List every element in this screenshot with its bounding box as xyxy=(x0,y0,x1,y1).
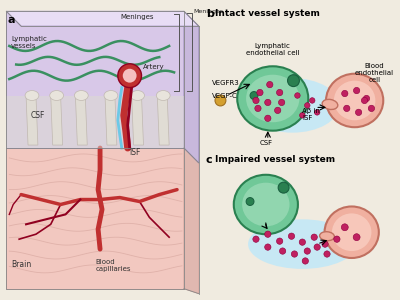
Circle shape xyxy=(300,112,305,118)
Ellipse shape xyxy=(246,75,299,122)
Ellipse shape xyxy=(74,91,88,100)
Circle shape xyxy=(265,244,271,250)
Polygon shape xyxy=(75,95,87,145)
Text: Blood
endothelial
cell: Blood endothelial cell xyxy=(355,63,394,83)
Circle shape xyxy=(353,234,360,241)
Text: Lymphatic
endothelial cell: Lymphatic endothelial cell xyxy=(246,43,300,56)
Polygon shape xyxy=(105,95,117,145)
Polygon shape xyxy=(26,95,38,145)
Circle shape xyxy=(246,198,254,206)
Circle shape xyxy=(265,115,271,122)
Ellipse shape xyxy=(242,183,290,226)
Ellipse shape xyxy=(237,66,308,131)
Text: ISF: ISF xyxy=(130,148,141,157)
Text: Brain: Brain xyxy=(11,260,32,269)
Circle shape xyxy=(276,238,283,244)
Ellipse shape xyxy=(248,219,357,269)
Text: CSF: CSF xyxy=(259,140,272,146)
Text: CSF: CSF xyxy=(31,111,45,120)
Circle shape xyxy=(334,236,340,242)
Circle shape xyxy=(288,233,295,239)
Circle shape xyxy=(278,99,285,106)
Circle shape xyxy=(265,99,271,106)
Circle shape xyxy=(295,93,300,98)
Circle shape xyxy=(368,105,374,112)
Polygon shape xyxy=(6,11,199,26)
Circle shape xyxy=(304,103,310,108)
Ellipse shape xyxy=(25,91,39,100)
Polygon shape xyxy=(51,95,62,145)
Circle shape xyxy=(299,239,306,245)
Text: Lymphatic
vessels: Lymphatic vessels xyxy=(11,36,47,49)
Ellipse shape xyxy=(332,213,372,251)
Text: a: a xyxy=(7,15,15,25)
Circle shape xyxy=(344,105,350,112)
Circle shape xyxy=(215,95,226,106)
Polygon shape xyxy=(184,11,199,163)
Circle shape xyxy=(342,90,348,97)
Circle shape xyxy=(278,182,289,193)
Ellipse shape xyxy=(326,74,383,127)
Circle shape xyxy=(322,241,328,247)
Circle shape xyxy=(265,231,271,237)
Circle shape xyxy=(341,224,348,231)
Circle shape xyxy=(250,92,258,100)
Circle shape xyxy=(274,107,281,113)
Ellipse shape xyxy=(334,81,375,120)
Ellipse shape xyxy=(131,91,144,100)
Circle shape xyxy=(354,87,360,94)
Ellipse shape xyxy=(246,78,339,133)
Text: Aβ in
ISF: Aβ in ISF xyxy=(302,108,320,122)
Polygon shape xyxy=(6,11,184,148)
Circle shape xyxy=(302,258,308,264)
Ellipse shape xyxy=(156,91,170,100)
Circle shape xyxy=(267,81,273,88)
Circle shape xyxy=(118,64,142,88)
Circle shape xyxy=(363,95,370,102)
Ellipse shape xyxy=(234,175,298,234)
Text: Blood
capillaries: Blood capillaries xyxy=(95,259,131,272)
Circle shape xyxy=(123,69,136,82)
Text: Meninges: Meninges xyxy=(194,9,224,14)
Text: Intact vessel system: Intact vessel system xyxy=(214,9,320,18)
Circle shape xyxy=(314,244,320,250)
Polygon shape xyxy=(184,148,199,294)
Circle shape xyxy=(324,251,330,257)
Circle shape xyxy=(356,109,362,116)
Circle shape xyxy=(276,89,283,96)
Circle shape xyxy=(255,105,261,112)
Ellipse shape xyxy=(50,91,64,100)
Circle shape xyxy=(253,97,259,103)
Circle shape xyxy=(280,248,286,254)
Circle shape xyxy=(291,251,298,257)
Circle shape xyxy=(311,234,317,240)
Ellipse shape xyxy=(104,91,118,100)
Polygon shape xyxy=(132,95,144,145)
Ellipse shape xyxy=(320,232,334,241)
Circle shape xyxy=(310,98,315,103)
Text: c: c xyxy=(206,155,212,165)
Ellipse shape xyxy=(322,99,338,110)
Circle shape xyxy=(253,236,259,242)
Circle shape xyxy=(257,89,263,96)
Circle shape xyxy=(288,75,299,87)
Polygon shape xyxy=(6,148,184,289)
Polygon shape xyxy=(6,95,184,148)
Ellipse shape xyxy=(324,206,379,258)
Text: VEGFR3: VEGFR3 xyxy=(212,80,239,85)
Polygon shape xyxy=(157,95,169,145)
Text: Impaired vessel system: Impaired vessel system xyxy=(214,155,335,164)
Text: b: b xyxy=(206,9,214,19)
Circle shape xyxy=(314,110,320,115)
Circle shape xyxy=(361,97,368,103)
Text: Meninges: Meninges xyxy=(121,14,154,20)
Text: VEGF-C: VEGF-C xyxy=(212,92,237,98)
Circle shape xyxy=(304,248,310,254)
Text: Artery: Artery xyxy=(142,64,164,70)
